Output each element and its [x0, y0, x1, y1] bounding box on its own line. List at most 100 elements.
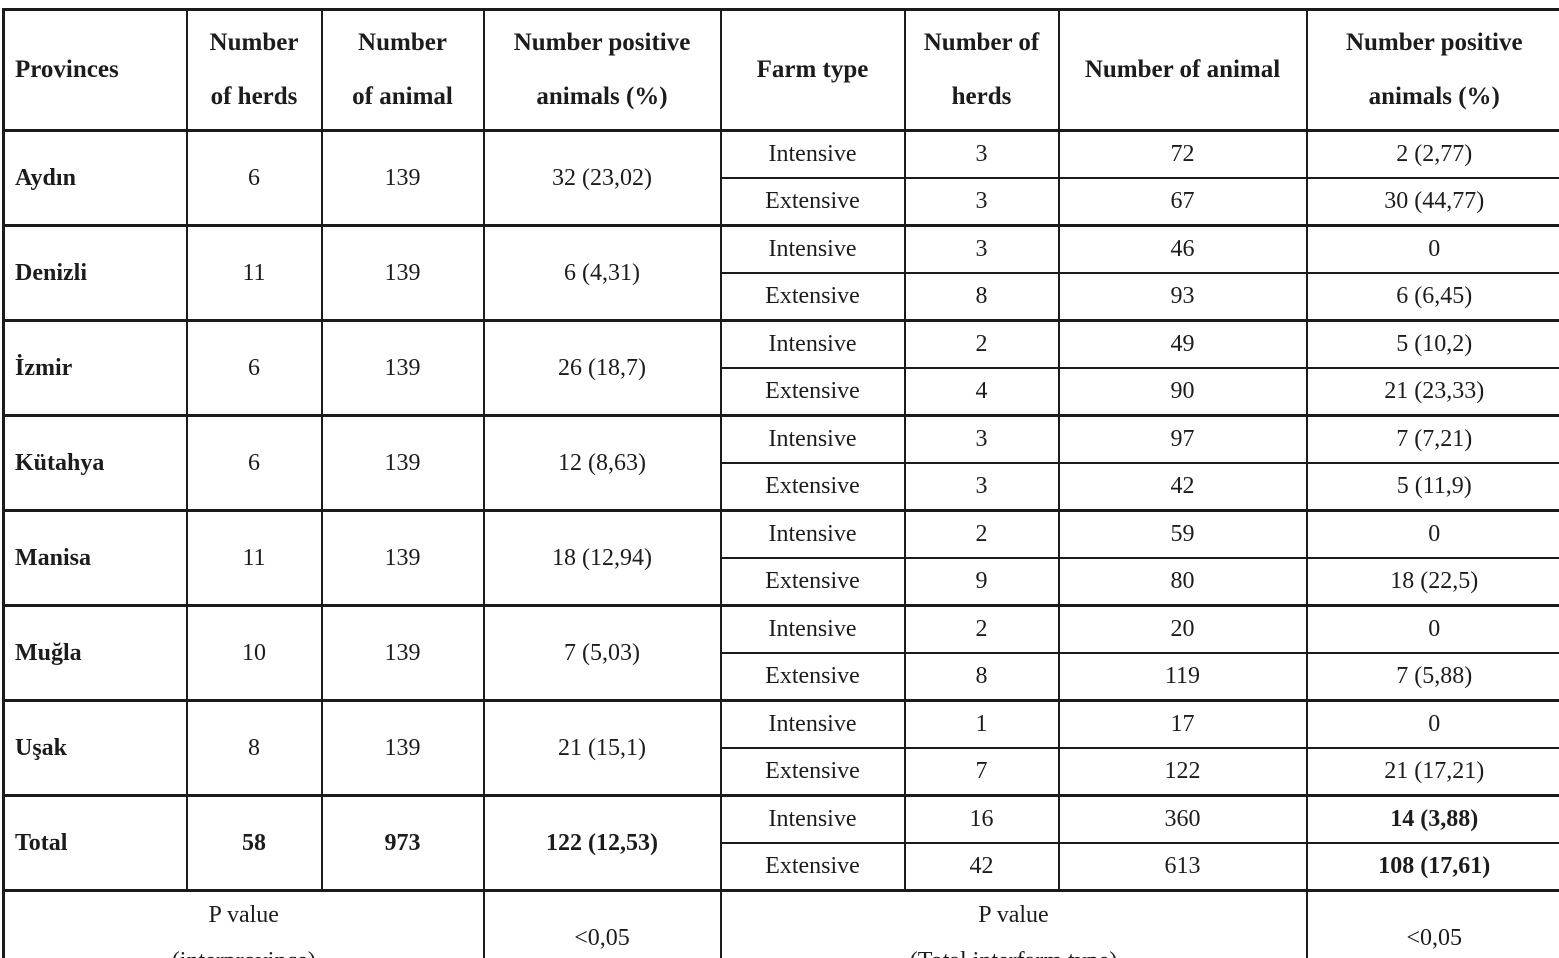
animals-cell: 139: [320, 129, 485, 227]
table-header-row: Provinces Number of herds Number of animal…: [2, 8, 1559, 132]
farm-type-cell: Intensive: [719, 604, 906, 654]
farm-animals-cell: 72: [1057, 129, 1308, 179]
positive-cell: 6 (4,31): [482, 224, 722, 322]
farm-positive-cell: 30 (44,77): [1305, 177, 1559, 227]
farm-herds-cell: 8: [903, 272, 1060, 322]
herds-cell: 10: [185, 604, 323, 702]
farm-type-cell: Intensive: [719, 129, 906, 179]
positive-cell: 18 (12,94): [482, 509, 722, 607]
p-value-interprovince-label: P value (interprovince): [2, 889, 485, 958]
header-line: herds: [951, 83, 1012, 110]
animals-cell: 139: [320, 224, 485, 322]
header-line: Farm type: [756, 56, 869, 84]
positive-cell: 12 (8,63): [482, 414, 722, 512]
farm-type-cell: Intensive: [719, 319, 906, 369]
document-page: Provinces Number of herds Number of animal…: [0, 8, 1559, 958]
farm-animals-cell: 42: [1057, 462, 1308, 512]
p-value-row: P value (interprovince) <0,05 P value (T…: [2, 889, 1559, 958]
farm-positive-cell: 7 (5,88): [1305, 652, 1559, 702]
farm-animals-cell: 93: [1057, 272, 1308, 322]
col-header-animals-right: Number of animal: [1057, 8, 1308, 132]
header-line: Number positive: [1345, 29, 1523, 57]
province-name-cell: Muğla: [2, 604, 188, 702]
table-row: Extensive 4 90 21 (23,33): [4, 367, 1559, 417]
herds-cell: 11: [185, 509, 323, 607]
farm-positive-cell: 5 (11,9): [1305, 462, 1559, 512]
farm-type-cell: Intensive: [719, 699, 906, 749]
table-row: İzmir 6 139 26 (18,7) Intensive 2 49 5 (…: [2, 319, 1559, 417]
farm-herds-cell: 42: [903, 842, 1060, 892]
p-value-interprovince-value: <0,05: [482, 889, 722, 958]
positive-cell: 32 (23,02): [482, 129, 722, 227]
herds-cell: 8: [185, 699, 323, 797]
farm-herds-cell: 8: [903, 652, 1060, 702]
farm-type-cell: Intensive: [719, 509, 906, 559]
farm-type-cell: Extensive: [719, 842, 906, 892]
header-line: animals (%): [536, 83, 668, 110]
farm-animals-cell: 17: [1057, 699, 1308, 749]
table-row-total: Extensive 42 613 108 (17,61): [4, 842, 1559, 892]
farm-herds-cell: 2: [903, 509, 1060, 559]
farm-type-cell: Extensive: [719, 747, 906, 797]
header-line: Number: [209, 29, 299, 57]
header-line: of herds: [210, 83, 298, 110]
animals-cell: 139: [320, 319, 485, 417]
herds-cell: 6: [185, 129, 323, 227]
farm-herds-cell: 3: [903, 129, 1060, 179]
farm-animals-cell: 20: [1057, 604, 1308, 654]
farm-type-cell: Extensive: [719, 177, 906, 227]
farm-type-cell: Intensive: [719, 794, 906, 844]
table-row: Muğla 10 139 7 (5,03) Intensive 2 20 0: [2, 604, 1559, 702]
header-line: Number of: [923, 29, 1040, 57]
table-row: Extensive 9 80 18 (22,5): [4, 557, 1559, 607]
animals-cell: 139: [320, 699, 485, 797]
animals-cell: 139: [320, 509, 485, 607]
farm-animals-cell: 46: [1057, 224, 1308, 274]
table-row: Extensive 8 119 7 (5,88): [4, 652, 1559, 702]
farm-positive-cell: 7 (7,21): [1305, 414, 1559, 464]
farm-animals-cell: 97: [1057, 414, 1308, 464]
farm-herds-cell: 3: [903, 462, 1060, 512]
total-label-cell: Total: [2, 794, 188, 892]
animals-cell: 973: [320, 794, 485, 892]
farm-animals-cell: 122: [1057, 747, 1308, 797]
header-line: Number: [358, 29, 447, 57]
header-line: animals (%): [1368, 83, 1500, 110]
col-header-provinces: Provinces: [2, 8, 188, 132]
header-line: Number of animal: [1084, 56, 1281, 84]
prevalence-table: Provinces Number of herds Number of animal…: [2, 8, 1559, 958]
farm-positive-cell: 5 (10,2): [1305, 319, 1559, 369]
farm-positive-cell: 0: [1305, 604, 1559, 654]
farm-positive-cell: 0: [1305, 699, 1559, 749]
farm-type-cell: Extensive: [719, 557, 906, 607]
table-row: Extensive 3 67 30 (44,77): [4, 177, 1559, 227]
farm-positive-cell: 108 (17,61): [1305, 842, 1559, 892]
animals-cell: 139: [320, 604, 485, 702]
table-row: Extensive 7 122 21 (17,21): [4, 747, 1559, 797]
positive-cell: 7 (5,03): [482, 604, 722, 702]
header-line: of animal: [352, 83, 453, 110]
farm-animals-cell: 360: [1057, 794, 1308, 844]
col-header-positive-right: Number positive animals (%): [1305, 8, 1559, 132]
animals-cell: 139: [320, 414, 485, 512]
p-value-label-line: (Total interfarm type): [723, 939, 1305, 958]
header-line: Provinces: [15, 56, 119, 84]
table-row: Extensive 3 42 5 (11,9): [4, 462, 1559, 512]
farm-herds-cell: 7: [903, 747, 1060, 797]
farm-herds-cell: 4: [903, 367, 1060, 417]
farm-animals-cell: 613: [1057, 842, 1308, 892]
farm-herds-cell: 3: [903, 177, 1060, 227]
farm-positive-cell: 0: [1305, 224, 1559, 274]
p-value-label-line: (interprovince): [6, 939, 482, 958]
farm-positive-cell: 14 (3,88): [1305, 794, 1559, 844]
farm-herds-cell: 2: [903, 604, 1060, 654]
table-row: Aydın 6 139 32 (23,02) Intensive 3 72 2 …: [2, 129, 1559, 227]
col-header-animals-left: Number of animal: [320, 8, 485, 132]
p-value-label-line: P value: [978, 902, 1049, 929]
province-name-cell: Kütahya: [2, 414, 188, 512]
farm-herds-cell: 3: [903, 224, 1060, 274]
province-name-cell: Denizli: [2, 224, 188, 322]
farm-animals-cell: 59: [1057, 509, 1308, 559]
farm-herds-cell: 3: [903, 414, 1060, 464]
herds-cell: 58: [185, 794, 323, 892]
